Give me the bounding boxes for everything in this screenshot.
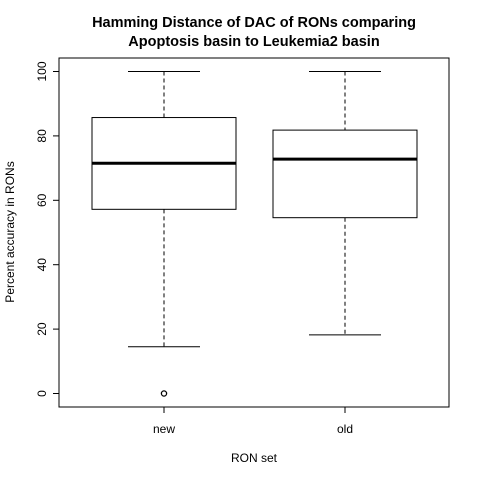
iqr-box xyxy=(273,130,417,218)
x-tick-label: old xyxy=(337,422,353,436)
box-new xyxy=(92,72,236,397)
x-tick-label: new xyxy=(153,422,175,436)
box-old xyxy=(273,72,417,335)
x-axis-label: RON set xyxy=(231,451,278,465)
x-axis: new old xyxy=(153,407,353,436)
y-axis: 0 20 40 60 80 100 xyxy=(35,61,59,397)
y-tick-label: 100 xyxy=(35,61,49,81)
y-axis-label: Percent accuracy in RONs xyxy=(3,161,17,302)
chart-title-line-2: Apoptosis basin to Leukemia2 basin xyxy=(128,34,379,50)
y-tick-label: 20 xyxy=(35,322,49,336)
boxes-group xyxy=(92,72,417,397)
y-tick-label: 40 xyxy=(35,258,49,272)
y-tick-label: 0 xyxy=(35,390,49,397)
y-tick-label: 60 xyxy=(35,193,49,207)
y-tick-label: 80 xyxy=(35,129,49,143)
chart-title-line-1: Hamming Distance of DAC of RONs comparin… xyxy=(92,15,416,31)
plot-frame xyxy=(59,58,449,407)
outlier-point xyxy=(161,391,166,396)
